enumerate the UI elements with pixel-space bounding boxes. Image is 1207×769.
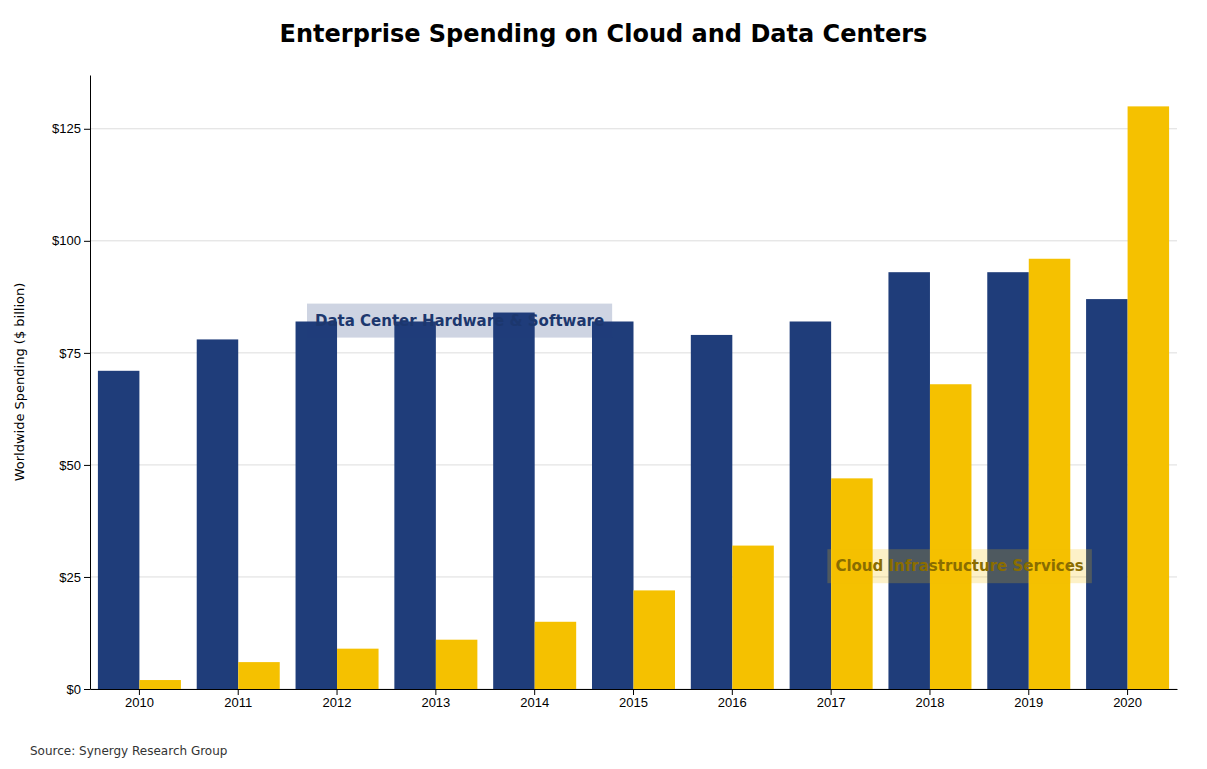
x-tick-mark — [238, 689, 239, 695]
bar — [691, 335, 733, 689]
y-tick: $125 — [52, 121, 90, 136]
x-tick: 2012 — [323, 689, 352, 710]
x-tick-mark — [435, 689, 436, 695]
x-tick: 2010 — [125, 689, 154, 710]
y-tick-mark — [84, 689, 90, 690]
bar — [1086, 299, 1128, 689]
x-tick: 2019 — [1014, 689, 1043, 710]
y-tick-label: $100 — [52, 233, 81, 248]
bar — [634, 590, 676, 689]
y-tick-label: $75 — [59, 346, 81, 361]
y-axis: $0 $25 $50 $75 $100 $125 — [52, 76, 90, 697]
x-tick-mark — [534, 689, 535, 695]
chart-container: Enterprise Spending on Cloud and Data Ce… — [0, 0, 1207, 769]
y-tick-label: $125 — [52, 121, 81, 136]
y-tick: $100 — [52, 233, 90, 248]
bar — [888, 272, 930, 689]
series-label-text: Data Center Hardware & Software — [315, 312, 604, 330]
x-tick-label: 2011 — [224, 695, 252, 710]
y-tick-label: $50 — [59, 458, 81, 473]
y-tick-mark — [84, 465, 90, 466]
bar — [987, 272, 1029, 689]
bar — [238, 662, 280, 689]
x-tick-mark — [831, 689, 832, 695]
bar — [139, 680, 181, 689]
x-tick-label: 2020 — [1113, 695, 1142, 710]
x-tick-mark — [929, 689, 930, 695]
x-tick: 2014 — [520, 689, 549, 710]
x-tick: 2020 — [1113, 689, 1142, 710]
grid-line — [90, 128, 1177, 129]
x-tick-mark — [139, 689, 140, 695]
chart: Enterprise Spending on Cloud and Data Ce… — [0, 0, 1207, 769]
bar — [1128, 106, 1170, 689]
source: Source: Synergy Research Group — [30, 744, 227, 758]
series-label: Data Center Hardware & Software — [307, 304, 612, 338]
x-tick-label: 2017 — [817, 695, 846, 710]
y-tick-label: $0 — [67, 682, 81, 697]
x-tick-label: 2018 — [915, 695, 944, 710]
bar — [790, 321, 832, 689]
x-tick-mark — [732, 689, 733, 695]
bar — [732, 546, 774, 689]
series-label-box — [307, 304, 612, 338]
bar — [592, 321, 634, 689]
y-tick: $0 — [67, 682, 90, 697]
bar — [493, 313, 535, 689]
y-tick-mark — [84, 129, 90, 130]
bars — [98, 106, 1169, 689]
x-tick-mark — [1127, 689, 1128, 695]
x-tick: 2018 — [915, 689, 944, 710]
grid — [90, 129, 1177, 689]
series-label-text: Cloud Infrastructure Services — [835, 557, 1083, 575]
y-tick-mark — [84, 241, 90, 242]
x-tick: 2011 — [224, 689, 252, 710]
x-tick-label: 2016 — [718, 695, 747, 710]
x-tick-label: 2019 — [1014, 695, 1043, 710]
bar — [394, 321, 436, 689]
bar — [535, 622, 577, 689]
x-tick-mark — [633, 689, 634, 695]
x-tick: 2017 — [817, 689, 846, 710]
y-tick: $25 — [59, 570, 90, 585]
bar — [436, 640, 478, 689]
x-tick: 2016 — [718, 689, 747, 710]
y-tick-label: $25 — [59, 570, 81, 585]
plot: $0$25$50$75$100$125201020112012201320142… — [12, 76, 1178, 711]
x-tick-mark — [337, 689, 338, 695]
bar — [930, 384, 972, 689]
bar-series — [98, 272, 1128, 689]
bar — [831, 478, 873, 689]
y-tick-mark — [84, 353, 90, 354]
x-tick-label: 2014 — [520, 695, 549, 710]
bar — [1029, 259, 1071, 689]
bar — [197, 339, 239, 689]
bar — [296, 321, 338, 689]
series-label-box — [827, 549, 1091, 583]
x-tick-label: 2013 — [421, 695, 450, 710]
y-axis-line — [90, 76, 91, 690]
x-tick-label: 2015 — [619, 695, 648, 710]
x-tick: 2015 — [619, 689, 648, 710]
x-axis: 2010 2011 2012 2013 2014 2015 2016 2017 2018 2019… — [91, 689, 1178, 710]
x-tick-label: 2012 — [323, 695, 352, 710]
y-tick: $50 — [59, 458, 90, 473]
y-axis-title: Worldwide Spending ($ billion) — [12, 283, 27, 482]
x-tick-mark — [1028, 689, 1029, 695]
x-tick: 2013 — [421, 689, 450, 710]
grid-line — [90, 240, 1177, 241]
title: Enterprise Spending on Cloud and Data Ce… — [280, 20, 928, 48]
y-tick: $75 — [59, 346, 90, 361]
bar — [337, 649, 379, 689]
bar-series — [139, 106, 1169, 689]
x-tick-label: 2010 — [125, 695, 154, 710]
y-tick-mark — [84, 577, 90, 578]
bar — [98, 371, 140, 689]
series-label: Cloud Infrastructure Services — [827, 549, 1091, 583]
